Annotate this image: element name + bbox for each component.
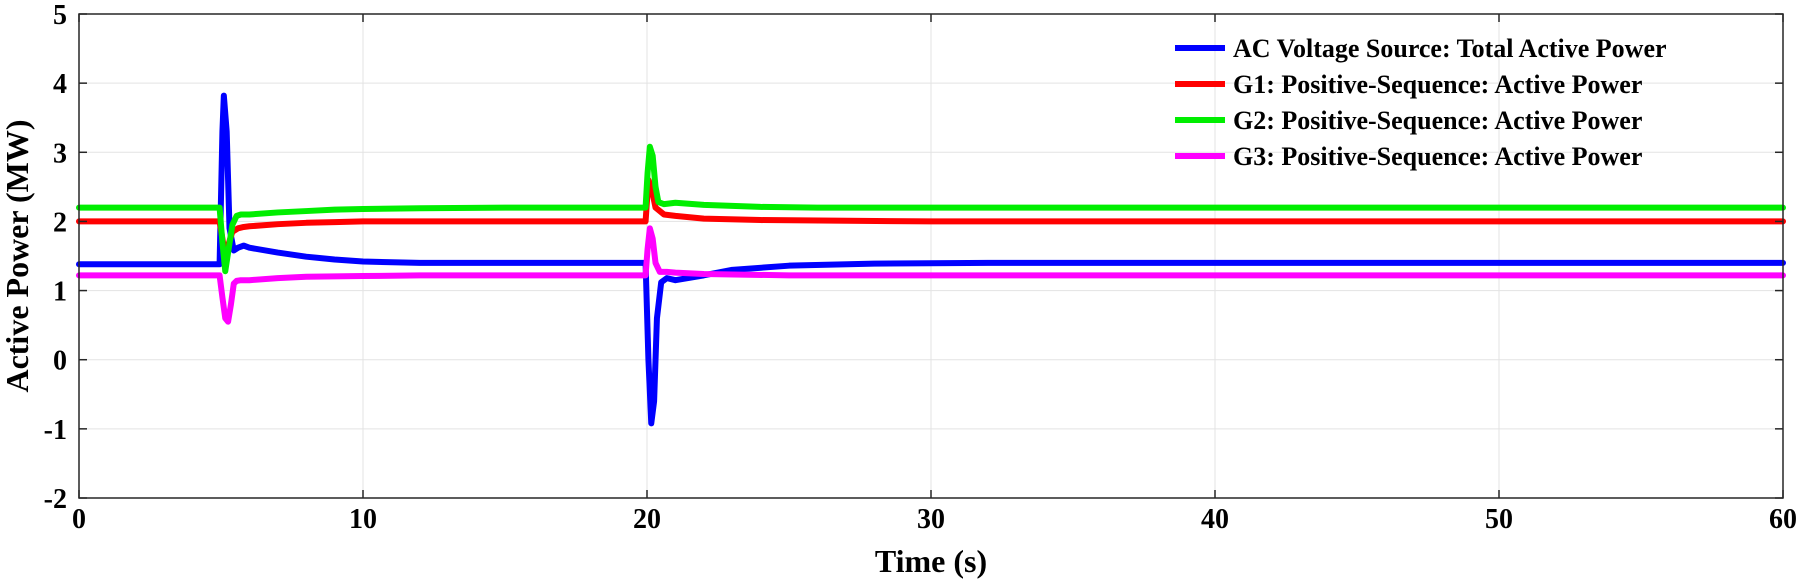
y-tick-label: -2 — [44, 484, 67, 515]
x-tick-label: 10 — [349, 504, 377, 535]
x-axis-title: Time (s) — [875, 543, 987, 579]
x-tick-label: 60 — [1769, 504, 1797, 535]
y-tick-label: 4 — [53, 69, 67, 100]
legend-label-2: G1: Positive-Sequence: Active Power — [1233, 70, 1642, 99]
legend: AC Voltage Source: Total Active Power G1:… — [1175, 34, 1667, 171]
y-tick-label: 1 — [53, 277, 67, 308]
y-tick-label: 5 — [53, 0, 67, 31]
x-tick-label: 30 — [917, 504, 945, 535]
series-line-4 — [76, 225, 1786, 325]
y-tick-label: -1 — [44, 415, 67, 446]
x-tick-label: 0 — [72, 504, 86, 535]
legend-label-1: AC Voltage Source: Total Active Power — [1233, 34, 1667, 63]
series-line-3 — [76, 143, 1786, 275]
x-tick-label: 50 — [1485, 504, 1513, 535]
series-group — [76, 92, 1786, 427]
y-tick-label: 2 — [53, 207, 67, 238]
y-tick-label: 0 — [53, 346, 67, 377]
x-tick-label: 40 — [1201, 504, 1229, 535]
legend-label-4: G3: Positive-Sequence: Active Power — [1233, 142, 1642, 171]
x-axis-ticks: 0 10 20 30 40 50 60 — [72, 14, 1797, 535]
y-axis-title: Active Power (MW) — [0, 119, 35, 392]
x-tick-label: 20 — [633, 504, 661, 535]
y-axis-ticks: -2 -1 0 1 2 3 4 5 — [44, 0, 1783, 515]
y-tick-label: 3 — [53, 138, 67, 169]
legend-label-3: G2: Positive-Sequence: Active Power — [1233, 106, 1642, 135]
